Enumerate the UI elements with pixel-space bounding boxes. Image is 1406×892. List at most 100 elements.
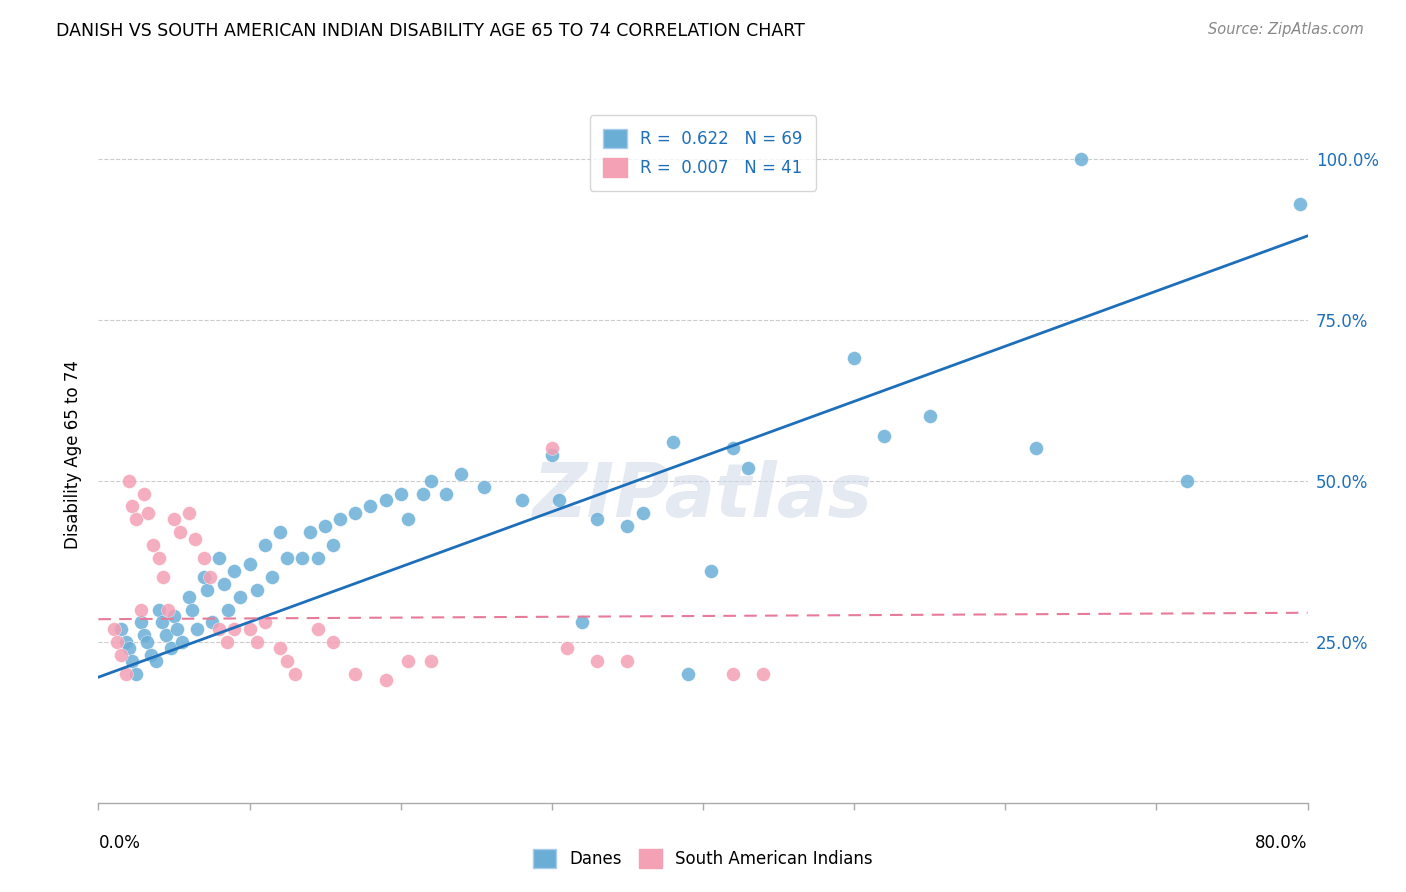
Point bbox=[314, 518, 336, 533]
Point bbox=[186, 622, 208, 636]
Text: ZIPatlas: ZIPatlas bbox=[533, 460, 873, 533]
Point bbox=[396, 512, 419, 526]
Point bbox=[412, 486, 434, 500]
Point bbox=[586, 654, 609, 668]
Point bbox=[181, 602, 204, 616]
Point bbox=[136, 506, 159, 520]
Point bbox=[215, 634, 238, 648]
Point bbox=[129, 602, 152, 616]
Point bbox=[212, 576, 235, 591]
Point bbox=[150, 615, 173, 630]
Point bbox=[699, 564, 721, 578]
Point bbox=[616, 654, 638, 668]
Point bbox=[253, 538, 276, 552]
Point bbox=[179, 590, 201, 604]
Point bbox=[262, 570, 284, 584]
Point bbox=[129, 615, 152, 630]
Point bbox=[571, 615, 593, 630]
Point bbox=[541, 442, 564, 456]
Point bbox=[322, 538, 344, 552]
Point bbox=[141, 648, 163, 662]
Point bbox=[676, 667, 699, 681]
Point bbox=[322, 634, 344, 648]
Text: 80.0%: 80.0% bbox=[1256, 834, 1308, 852]
Point bbox=[148, 602, 170, 616]
Point bbox=[344, 667, 367, 681]
Point bbox=[284, 667, 307, 681]
Point bbox=[510, 493, 533, 508]
Point bbox=[246, 583, 269, 598]
Point bbox=[472, 480, 495, 494]
Point bbox=[118, 641, 141, 656]
Point bbox=[170, 634, 193, 648]
Point bbox=[217, 602, 239, 616]
Point bbox=[163, 609, 186, 624]
Point bbox=[163, 512, 186, 526]
Point bbox=[132, 486, 155, 500]
Point bbox=[374, 673, 396, 688]
Point bbox=[114, 634, 136, 648]
Point bbox=[329, 512, 352, 526]
Text: DANISH VS SOUTH AMERICAN INDIAN DISABILITY AGE 65 TO 74 CORRELATION CHART: DANISH VS SOUTH AMERICAN INDIAN DISABILI… bbox=[56, 22, 806, 40]
Point bbox=[132, 628, 155, 642]
Point bbox=[121, 654, 143, 668]
Point bbox=[142, 538, 165, 552]
Point bbox=[105, 634, 128, 648]
Point bbox=[208, 551, 231, 566]
Point bbox=[450, 467, 472, 482]
Point bbox=[307, 622, 329, 636]
Point bbox=[299, 525, 322, 540]
Point bbox=[125, 512, 148, 526]
Point bbox=[121, 500, 143, 514]
Point bbox=[420, 654, 443, 668]
Point bbox=[114, 667, 136, 681]
Point bbox=[246, 634, 269, 648]
Point bbox=[307, 551, 329, 566]
Point bbox=[291, 551, 314, 566]
Point bbox=[873, 428, 896, 442]
Point bbox=[1175, 474, 1198, 488]
Point bbox=[184, 532, 207, 546]
Point bbox=[148, 551, 170, 566]
Y-axis label: Disability Age 65 to 74: Disability Age 65 to 74 bbox=[65, 360, 83, 549]
Point bbox=[389, 486, 412, 500]
Point bbox=[195, 583, 218, 598]
Point bbox=[229, 590, 252, 604]
Point bbox=[110, 622, 132, 636]
Point bbox=[239, 622, 262, 636]
Text: 0.0%: 0.0% bbox=[98, 834, 141, 852]
Point bbox=[1070, 152, 1092, 166]
Point bbox=[169, 525, 191, 540]
Point bbox=[616, 518, 638, 533]
Point bbox=[166, 622, 188, 636]
Point bbox=[152, 570, 174, 584]
Point bbox=[103, 622, 125, 636]
Point bbox=[179, 506, 201, 520]
Text: Source: ZipAtlas.com: Source: ZipAtlas.com bbox=[1208, 22, 1364, 37]
Point bbox=[145, 654, 167, 668]
Point bbox=[276, 551, 298, 566]
Point bbox=[156, 602, 179, 616]
Point bbox=[269, 525, 291, 540]
Point bbox=[723, 667, 745, 681]
Point bbox=[110, 648, 132, 662]
Point bbox=[555, 641, 578, 656]
Point bbox=[344, 506, 367, 520]
Point bbox=[224, 622, 246, 636]
Point bbox=[541, 448, 564, 462]
Point bbox=[548, 493, 571, 508]
Point bbox=[208, 622, 231, 636]
Point bbox=[269, 641, 291, 656]
Point bbox=[160, 641, 183, 656]
Point bbox=[662, 435, 685, 450]
Point bbox=[239, 558, 262, 572]
Point bbox=[360, 500, 382, 514]
Legend: Danes, South American Indians: Danes, South American Indians bbox=[526, 842, 880, 875]
Point bbox=[918, 409, 941, 424]
Point bbox=[723, 442, 745, 456]
Point bbox=[374, 493, 396, 508]
Point bbox=[200, 570, 222, 584]
Point bbox=[276, 654, 298, 668]
Point bbox=[420, 474, 443, 488]
Point bbox=[396, 654, 419, 668]
